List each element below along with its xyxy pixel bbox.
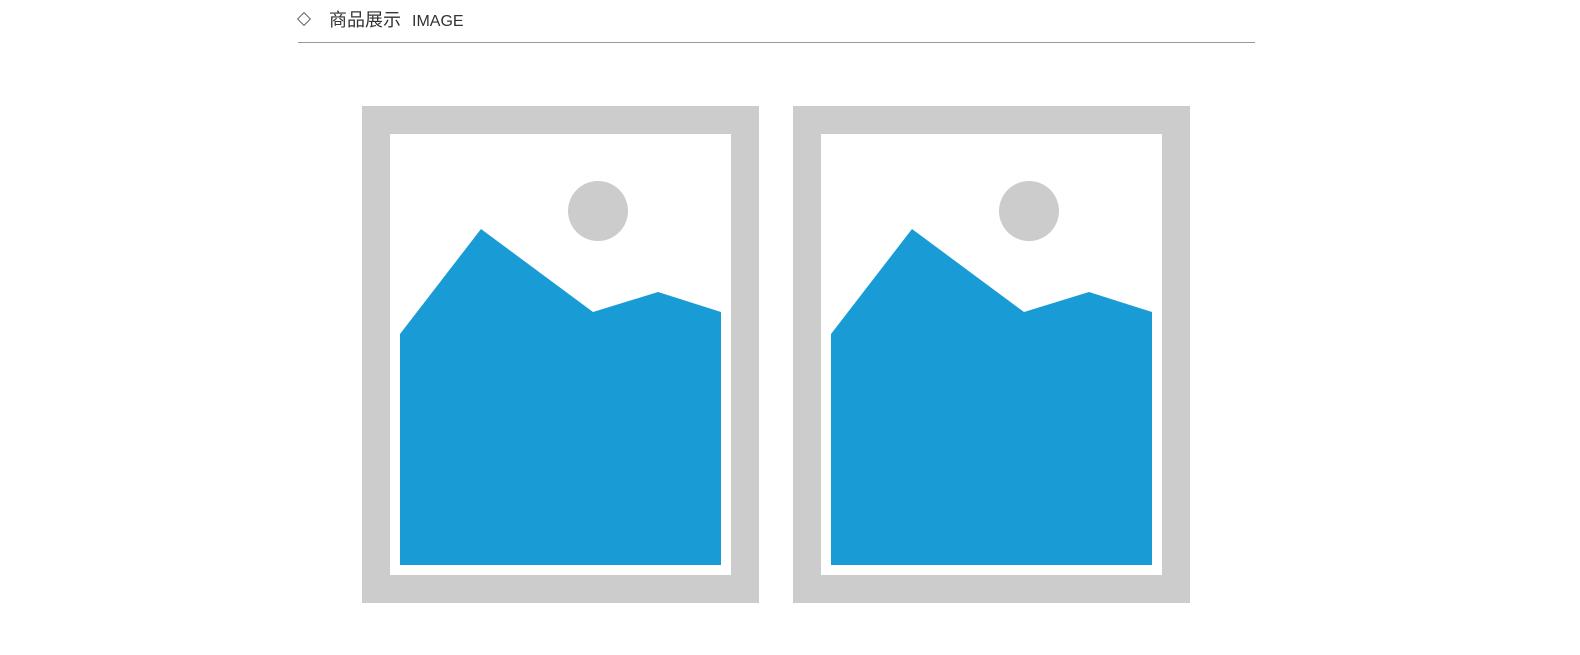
product-gallery (362, 106, 1190, 603)
gallery-item-1[interactable] (362, 106, 759, 603)
mountain-shape (831, 229, 1152, 565)
sun-shape (999, 181, 1059, 241)
section-subtitle: IMAGE (412, 13, 464, 30)
section-title: 商品展示 (329, 10, 401, 31)
diamond-outline-icon (296, 11, 312, 27)
mountain-shape (400, 229, 721, 565)
image-placeholder-icon (362, 106, 759, 603)
section-header: 商品展示 IMAGE (296, 0, 1255, 43)
gallery-item-2[interactable] (793, 106, 1190, 603)
sun-shape (568, 181, 628, 241)
image-placeholder-icon (793, 106, 1190, 603)
